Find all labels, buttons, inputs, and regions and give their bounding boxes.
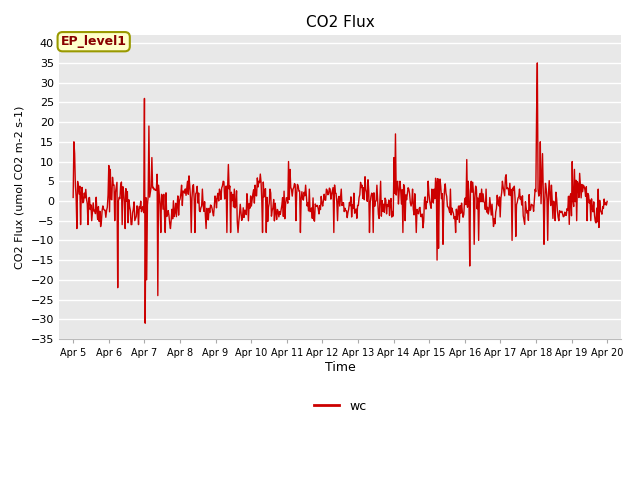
X-axis label: Time: Time — [324, 361, 355, 374]
Text: EP_level1: EP_level1 — [61, 35, 127, 48]
Title: CO2 Flux: CO2 Flux — [306, 15, 374, 30]
Legend: wc: wc — [309, 395, 371, 418]
Y-axis label: CO2 Flux (umol CO2 m-2 s-1): CO2 Flux (umol CO2 m-2 s-1) — [15, 106, 25, 269]
